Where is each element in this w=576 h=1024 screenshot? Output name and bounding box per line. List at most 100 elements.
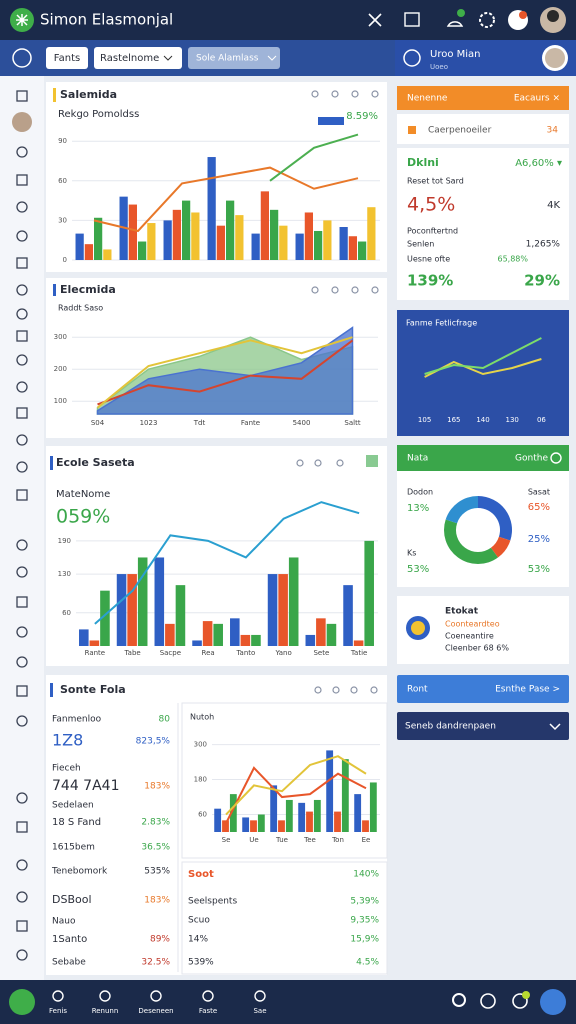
sidebar-icon[interactable]	[16, 949, 28, 961]
panel-icon[interactable]	[370, 686, 378, 694]
panel-icon[interactable]	[311, 90, 319, 98]
nav-icon[interactable]	[480, 993, 496, 1009]
panel-icon[interactable]	[331, 90, 339, 98]
settings-icon[interactable]	[479, 12, 495, 28]
secondary-button[interactable]	[397, 712, 569, 740]
sidebar-icon[interactable]	[16, 821, 28, 833]
bar	[128, 204, 137, 260]
sidebar-icon[interactable]	[16, 201, 28, 213]
sidebar-icon[interactable]	[16, 308, 28, 320]
bar	[279, 225, 288, 260]
info-icon-inner	[411, 621, 425, 635]
bar	[103, 249, 112, 260]
user-icon[interactable]	[403, 49, 421, 67]
bar	[165, 623, 175, 646]
nav-icon[interactable]	[254, 990, 266, 1002]
bar	[229, 794, 237, 832]
nav-icon[interactable]	[452, 993, 466, 1007]
panel-icon[interactable]	[331, 286, 339, 294]
sidebar-icon[interactable]	[16, 566, 28, 578]
panel-icon[interactable]	[371, 90, 379, 98]
sidebar-icon[interactable]	[16, 407, 28, 419]
nav-label[interactable]: Fenis	[49, 1007, 67, 1015]
user-name: Uroo Mian	[430, 49, 481, 60]
badge	[457, 9, 465, 17]
chat-button[interactable]	[540, 989, 566, 1015]
panel-icon[interactable]	[351, 286, 359, 294]
donut-slice	[490, 536, 511, 558]
sidebar-icon[interactable]	[16, 461, 28, 473]
nav-icon[interactable]	[52, 990, 64, 1002]
nav-icon[interactable]	[202, 990, 214, 1002]
sidebar-icon[interactable]	[16, 539, 28, 551]
nav-label[interactable]: Renunn	[92, 1007, 119, 1015]
nav-label[interactable]: Sae	[253, 1007, 266, 1015]
panel-icon[interactable]	[351, 90, 359, 98]
sidebar-icon[interactable]	[16, 715, 28, 727]
sidebar-icon[interactable]	[16, 381, 28, 393]
panel-title: Sonte Fola	[60, 683, 126, 696]
sidebar-icon[interactable]	[16, 174, 28, 186]
sidebar-icon[interactable]	[16, 792, 28, 804]
dropdown[interactable]	[188, 47, 280, 69]
sidebar-icon[interactable]	[16, 434, 28, 446]
line	[97, 339, 354, 406]
panel-icon[interactable]	[366, 455, 378, 467]
logo[interactable]	[9, 989, 35, 1015]
y-tick-label: 60	[198, 811, 207, 819]
panel-icon[interactable]	[332, 686, 340, 694]
button-label[interactable]: Esnthe Pase >	[495, 685, 560, 695]
panel-icon[interactable]	[296, 459, 304, 467]
button-label[interactable]: Seneb dandrenpaen	[405, 722, 496, 732]
bell-icon[interactable]	[446, 21, 464, 27]
card-action[interactable]: Eacaurs ×	[514, 94, 560, 104]
panel-icon[interactable]	[314, 459, 322, 467]
nav-icon[interactable]	[99, 990, 111, 1002]
button-label[interactable]: Fants	[54, 53, 80, 64]
panel-icon[interactable]	[350, 686, 358, 694]
nav-icon[interactable]	[512, 993, 528, 1009]
bar	[75, 233, 84, 260]
button-label[interactable]: Ront	[407, 685, 428, 695]
bar	[326, 750, 334, 832]
nav-icon[interactable]	[150, 990, 162, 1002]
sidebar-icon[interactable]	[16, 656, 28, 668]
sidebar-icon[interactable]	[16, 920, 28, 932]
sidebar-icon[interactable]	[16, 90, 28, 102]
panel-icon[interactable]	[311, 286, 319, 294]
bar	[326, 623, 337, 646]
sidebar-icon[interactable]	[16, 489, 28, 501]
calendar-icon[interactable]	[404, 12, 420, 27]
panel-icon[interactable]	[314, 686, 322, 694]
sidebar-icon[interactable]	[16, 626, 28, 638]
dropdown-label[interactable]: Rastelnome	[100, 53, 159, 64]
primary-button[interactable]	[397, 675, 569, 703]
sidebar-icon[interactable]	[16, 330, 28, 342]
dropdown-label[interactable]: Sole Alamlass	[196, 54, 259, 64]
panel-icon[interactable]	[336, 459, 344, 467]
sidebar-avatar[interactable]	[12, 112, 32, 132]
refresh-icon[interactable]	[550, 452, 562, 464]
home-icon[interactable]	[12, 48, 32, 68]
card-line: Cleenber 68 6%	[445, 644, 509, 653]
sidebar-icon[interactable]	[16, 284, 28, 296]
sidebar-icon[interactable]	[16, 891, 28, 903]
sidebar-icon[interactable]	[16, 257, 28, 269]
sidebar-icon[interactable]	[16, 596, 28, 608]
sidebar-icon[interactable]	[16, 859, 28, 871]
panel-icon[interactable]	[371, 286, 379, 294]
sidebar-icon[interactable]	[16, 230, 28, 242]
row-value: 823,5%	[136, 737, 171, 747]
sidebar-icon[interactable]	[16, 146, 28, 158]
dropdown[interactable]	[94, 47, 182, 69]
nav-label[interactable]: Deseneen	[138, 1007, 173, 1015]
sidebar-icon[interactable]	[16, 685, 28, 697]
sidebar-icon[interactable]	[16, 354, 28, 366]
row-label: Tenebomork	[51, 867, 108, 877]
row-label: 744 7A41	[52, 778, 119, 794]
tool-icon[interactable]	[368, 13, 382, 27]
nav-label[interactable]: Faste	[199, 1007, 217, 1015]
donut-label: 13%	[407, 503, 429, 514]
bar	[154, 557, 165, 646]
button[interactable]	[46, 47, 88, 69]
